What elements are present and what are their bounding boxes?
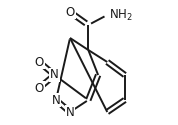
Text: N: N <box>50 68 59 82</box>
Text: O: O <box>35 82 44 94</box>
Text: O: O <box>65 6 75 18</box>
Text: N: N <box>66 106 74 118</box>
Text: NH$_2$: NH$_2$ <box>109 8 132 22</box>
Text: N: N <box>52 94 60 106</box>
Text: O: O <box>35 56 44 68</box>
